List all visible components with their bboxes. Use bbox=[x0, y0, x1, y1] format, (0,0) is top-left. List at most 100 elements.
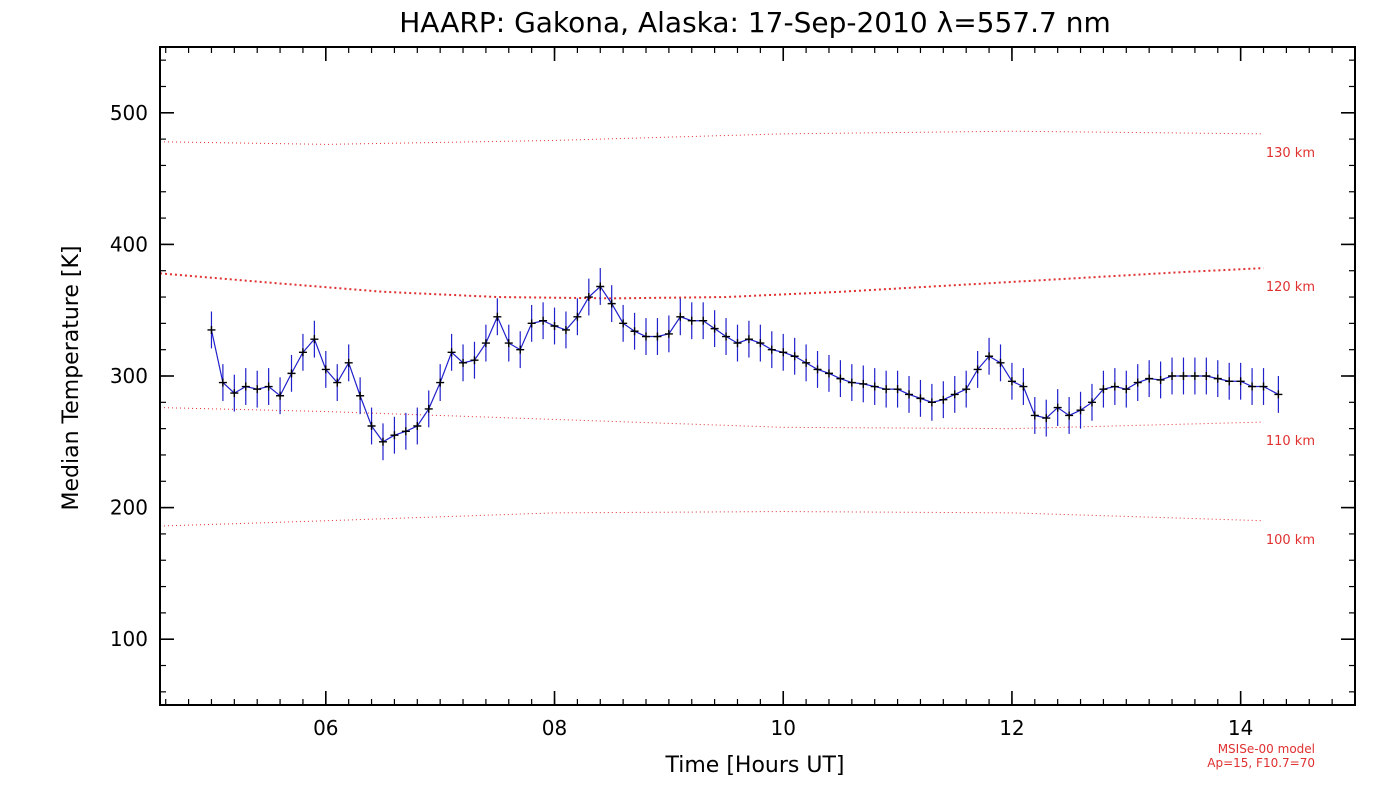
data-point bbox=[298, 348, 307, 357]
data-point bbox=[927, 398, 936, 407]
model-curve bbox=[159, 407, 1264, 430]
data-point bbox=[1274, 390, 1283, 399]
model-annotation-1: MSISe-00 model bbox=[1218, 742, 1315, 756]
data-point bbox=[436, 378, 445, 387]
data-point bbox=[664, 329, 673, 338]
x-tick-label: 10 bbox=[771, 716, 796, 740]
data-point bbox=[230, 389, 239, 398]
plot-frame bbox=[159, 46, 1356, 706]
data-point bbox=[459, 358, 468, 367]
data-point bbox=[1065, 411, 1074, 420]
data-point bbox=[1248, 382, 1257, 391]
x-axis-label: Time [Hours UT] bbox=[665, 753, 845, 778]
data-point bbox=[493, 312, 502, 321]
data-point bbox=[1076, 406, 1085, 415]
data-point bbox=[561, 325, 570, 334]
y-axis-label: Median Temperature [K] bbox=[59, 246, 84, 511]
data-point bbox=[950, 390, 959, 399]
data-point bbox=[527, 319, 536, 328]
data-point bbox=[1213, 374, 1222, 383]
data-point bbox=[710, 324, 719, 333]
y-tick-label: 400 bbox=[110, 232, 148, 256]
data-point bbox=[390, 431, 399, 440]
data-point bbox=[722, 332, 731, 341]
data-point bbox=[676, 312, 685, 321]
data-point bbox=[1156, 375, 1165, 384]
data-point bbox=[779, 348, 788, 357]
y-tick-label: 200 bbox=[110, 496, 148, 520]
data-point bbox=[996, 358, 1005, 367]
data-point bbox=[653, 332, 662, 341]
series-group bbox=[207, 282, 1283, 446]
data-point bbox=[321, 365, 330, 374]
model-curve bbox=[159, 267, 1264, 300]
data-point bbox=[1042, 414, 1051, 423]
y-tick-label: 500 bbox=[110, 101, 148, 125]
data-point bbox=[893, 385, 902, 394]
model-curve-label: 120 km bbox=[1266, 280, 1315, 295]
data-point bbox=[504, 339, 513, 348]
data-point bbox=[241, 382, 250, 391]
axis-ticks: 06 08 10 12 14 100 200 300 400 500 bbox=[110, 47, 1356, 740]
data-point bbox=[584, 293, 593, 302]
data-point bbox=[1007, 377, 1016, 386]
data-point bbox=[985, 352, 994, 361]
data-point bbox=[539, 316, 548, 325]
data-point bbox=[481, 339, 490, 348]
data-point bbox=[1259, 382, 1268, 391]
data-point bbox=[607, 299, 616, 308]
data-point bbox=[1087, 398, 1096, 407]
x-tick-label: 06 bbox=[313, 716, 338, 740]
data-point bbox=[218, 378, 227, 387]
model-curve-label: 100 km bbox=[1266, 533, 1315, 548]
y-tick-label: 300 bbox=[110, 364, 148, 388]
data-point bbox=[1225, 377, 1234, 386]
data-point bbox=[1030, 411, 1039, 420]
data-point bbox=[687, 316, 696, 325]
model-curve-label: 110 km bbox=[1266, 434, 1315, 449]
x-tick-label: 14 bbox=[1228, 716, 1253, 740]
data-point bbox=[367, 422, 376, 431]
data-point bbox=[1202, 372, 1211, 380]
data-point bbox=[1179, 372, 1188, 380]
data-point bbox=[767, 345, 776, 354]
y-tick-label: 100 bbox=[110, 627, 148, 651]
data-point bbox=[847, 378, 856, 387]
data-point bbox=[1190, 372, 1199, 380]
data-point bbox=[859, 379, 868, 388]
data-point bbox=[870, 382, 879, 391]
data-point bbox=[619, 319, 628, 328]
data-point bbox=[733, 339, 742, 348]
data-point bbox=[1145, 374, 1154, 383]
data-point bbox=[905, 390, 914, 399]
data-point bbox=[470, 356, 479, 365]
data-point bbox=[413, 422, 422, 431]
data-point bbox=[756, 339, 765, 348]
data-point bbox=[573, 312, 582, 321]
data-point bbox=[1110, 382, 1119, 391]
series-line bbox=[210, 285, 1279, 443]
data-point bbox=[356, 391, 365, 400]
data-point bbox=[207, 325, 216, 334]
data-point bbox=[253, 385, 262, 394]
model-curve bbox=[159, 511, 1264, 527]
data-point bbox=[962, 385, 971, 394]
model-annotation-2: Ap=15, F10.7=70 bbox=[1207, 756, 1315, 770]
model-curves: 130 km 120 km 110 km 100 km bbox=[159, 130, 1315, 548]
data-point bbox=[1168, 372, 1177, 380]
data-point bbox=[916, 394, 925, 403]
data-point bbox=[276, 391, 285, 400]
data-point bbox=[516, 345, 525, 354]
data-point bbox=[813, 365, 822, 374]
data-point bbox=[802, 358, 811, 367]
x-tick-label: 08 bbox=[542, 716, 567, 740]
data-point bbox=[310, 335, 319, 344]
data-point bbox=[401, 427, 410, 436]
data-point bbox=[378, 437, 387, 446]
data-point bbox=[1099, 385, 1108, 394]
data-point bbox=[882, 385, 891, 394]
data-point bbox=[287, 369, 296, 378]
data-point bbox=[1236, 377, 1245, 386]
data-point bbox=[333, 378, 342, 387]
